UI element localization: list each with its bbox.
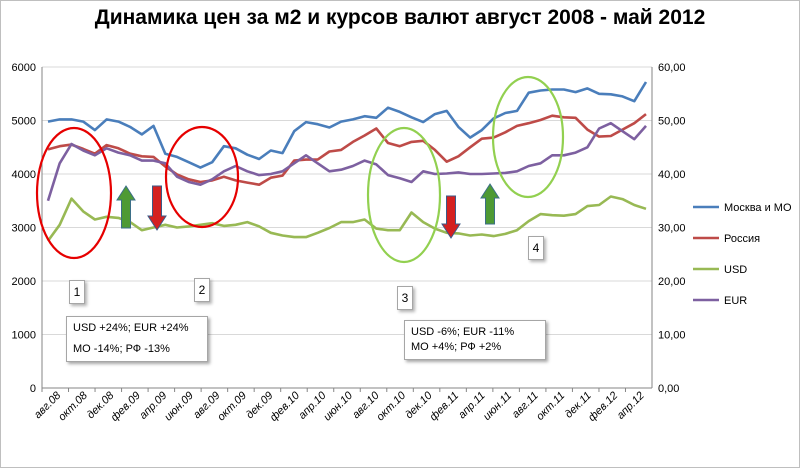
x-tick-label: окт.09 — [215, 390, 249, 424]
x-tick-label: фев.10 — [268, 389, 303, 424]
green-ellipse-period-3 — [366, 126, 442, 264]
chart-title: Динамика цен за м2 и курсов валют август… — [94, 6, 706, 29]
note-period-1: USD +24%; EUR +24% МО -14%; РФ -13% — [66, 316, 208, 362]
series-line-Россия — [47, 113, 647, 186]
up-arrow-icon — [116, 185, 136, 229]
series-line-USD — [46, 195, 647, 242]
x-tick-label: окт.10 — [374, 389, 408, 423]
red-ellipse-period-2 — [164, 125, 240, 229]
legend-label: Москва и МО — [724, 202, 792, 214]
y-left-tick-label: 6000 — [12, 62, 36, 74]
y-right-tick-label: 10,00 — [658, 330, 686, 342]
series-line-EUR — [46, 121, 647, 202]
period-number-1: 1 — [69, 280, 85, 304]
y-left-tick-label: 0 — [30, 383, 36, 395]
up-arrow-icon — [480, 183, 500, 225]
green-ellipse-period-4 — [491, 75, 565, 199]
down-arrow-icon — [441, 195, 461, 239]
period-number-2: 2 — [194, 278, 210, 302]
x-tick-label: фев.12 — [586, 390, 620, 424]
y-left-tick-label: 2000 — [12, 276, 36, 288]
legend-label: EUR — [724, 295, 747, 307]
note-period-2: USD -6%; EUR -11% МО +4%; РФ +2% — [404, 320, 546, 360]
series-line-Москва и МО — [47, 81, 648, 169]
y-right-tick-label: 0,00 — [658, 383, 679, 395]
x-tick-label: июн.11 — [481, 390, 514, 423]
y-left-tick-label: 1000 — [12, 330, 36, 342]
period-number-4: 4 — [528, 236, 544, 260]
y-right-tick-label: 20,00 — [658, 276, 686, 288]
y-right-tick-label: 60,00 — [658, 62, 686, 74]
x-tick-label: июн.09 — [162, 390, 196, 424]
x-tick-label: апр.12 — [615, 390, 647, 422]
y-left-tick-label: 4000 — [12, 169, 36, 181]
down-arrow-icon — [147, 185, 167, 231]
y-right-tick-label: 30,00 — [658, 223, 686, 235]
x-tick-label: окт.11 — [534, 390, 567, 423]
x-tick-label: фев.11 — [428, 390, 462, 424]
red-ellipse-period-1 — [35, 126, 113, 260]
note-2-line-2: МО +4%; РФ +2% — [411, 341, 502, 353]
x-tick-label: июн.10 — [321, 389, 355, 423]
note-2-line-1: USD -6%; EUR -11% — [411, 326, 515, 338]
x-tick-label: окт.08 — [56, 389, 90, 423]
note-1-line-1: USD +24%; EUR +24% — [73, 322, 189, 334]
x-tick-label: фев.09 — [109, 390, 143, 424]
y-left-tick-label: 3000 — [12, 223, 36, 235]
legend-label: Россия — [724, 233, 760, 245]
legend-label: USD — [724, 264, 747, 276]
y-right-tick-label: 50,00 — [658, 116, 686, 128]
y-left-tick-label: 5000 — [12, 116, 36, 128]
y-right-tick-label: 40,00 — [658, 169, 686, 181]
period-number-3: 3 — [397, 286, 413, 310]
note-1-line-2: МО -14%; РФ -13% — [73, 343, 170, 355]
